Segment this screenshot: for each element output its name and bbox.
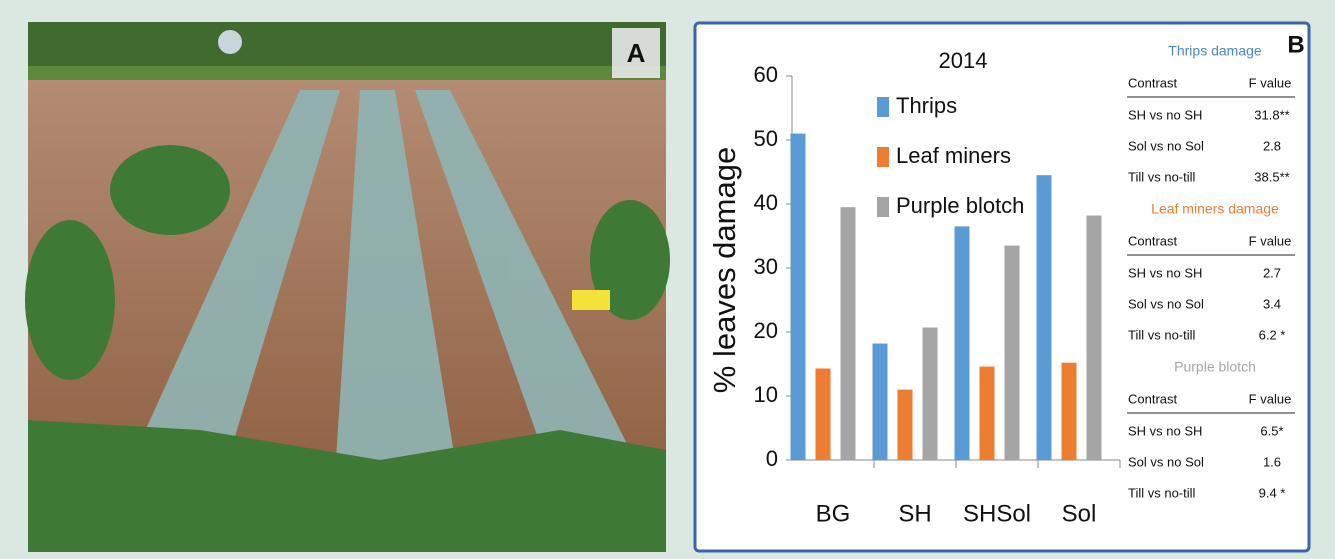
- table-cell: Till vs no-till: [1128, 169, 1196, 184]
- panel-label: A: [627, 38, 646, 68]
- bar: [1005, 246, 1020, 460]
- table-cell: 2.8: [1263, 138, 1281, 153]
- bar: [791, 134, 806, 460]
- x-tick-label: SH: [898, 500, 931, 527]
- y-tick-label: 10: [754, 382, 778, 407]
- chart-title: 2014: [939, 48, 988, 73]
- table-cell: SH vs no SH: [1128, 265, 1202, 280]
- y-tick-label: 30: [754, 254, 778, 279]
- table-header: F value: [1249, 75, 1292, 90]
- y-axis-label: % leaves damage: [707, 147, 742, 393]
- y-tick-label: 20: [754, 318, 778, 343]
- x-tick-label: Sol: [1062, 500, 1097, 527]
- table-title: Thrips damage: [1168, 43, 1262, 59]
- bar: [841, 207, 856, 460]
- table-cell: 38.5**: [1254, 169, 1289, 184]
- x-tick-label: BG: [816, 500, 851, 527]
- table-cell: Till vs no-till: [1128, 327, 1196, 342]
- table-header: F value: [1249, 233, 1292, 248]
- table-header: Contrast: [1128, 75, 1178, 90]
- bar: [955, 226, 970, 460]
- table-cell: Sol vs no Sol: [1128, 454, 1204, 469]
- photo: [25, 22, 670, 552]
- table-cell: Sol vs no Sol: [1128, 296, 1204, 311]
- legend-label: Leaf miners: [896, 143, 1011, 168]
- table-header: Contrast: [1128, 391, 1178, 406]
- figure: A B 2014 % leaves damage 0 10 20 30 40 50 60 BG…: [0, 0, 1335, 559]
- table-cell: SH vs no SH: [1128, 423, 1202, 438]
- table-cell: 31.8**: [1254, 107, 1289, 122]
- table-cell: Till vs no-till: [1128, 485, 1196, 500]
- bar: [1037, 175, 1052, 460]
- bar: [816, 368, 831, 460]
- y-tick-label: 50: [754, 126, 778, 151]
- bar: [873, 344, 888, 460]
- table-cell: 9.4 *: [1259, 485, 1286, 500]
- table-cell: Sol vs no Sol: [1128, 138, 1204, 153]
- legend-swatch: [877, 147, 889, 167]
- panel-frame: [695, 23, 1309, 551]
- bar: [923, 328, 938, 460]
- table-cell: 2.7: [1263, 265, 1281, 280]
- y-tick-label: 0: [766, 446, 778, 471]
- legend-swatch: [877, 97, 889, 117]
- table-header: F value: [1249, 391, 1292, 406]
- table-cell: 6.5*: [1260, 423, 1283, 438]
- table-header: Contrast: [1128, 233, 1178, 248]
- table-cell: 3.4: [1263, 296, 1281, 311]
- y-tick-label: 40: [754, 190, 778, 215]
- x-tick-label: SHSol: [963, 500, 1031, 527]
- bar: [980, 367, 995, 460]
- table-cell: 6.2 *: [1259, 327, 1286, 342]
- bar: [1087, 216, 1102, 460]
- panel-label: B: [1287, 31, 1304, 58]
- bar: [1062, 363, 1077, 460]
- legend-label: Purple blotch: [896, 193, 1024, 218]
- y-tick-label: 60: [754, 62, 778, 87]
- table-cell: SH vs no SH: [1128, 107, 1202, 122]
- bar: [898, 390, 913, 460]
- table-title: Purple blotch: [1174, 359, 1256, 375]
- legend-swatch: [877, 197, 889, 217]
- table-cell: 1.6: [1263, 454, 1281, 469]
- table-title: Leaf miners damage: [1151, 201, 1279, 217]
- legend-label: Thrips: [896, 93, 957, 118]
